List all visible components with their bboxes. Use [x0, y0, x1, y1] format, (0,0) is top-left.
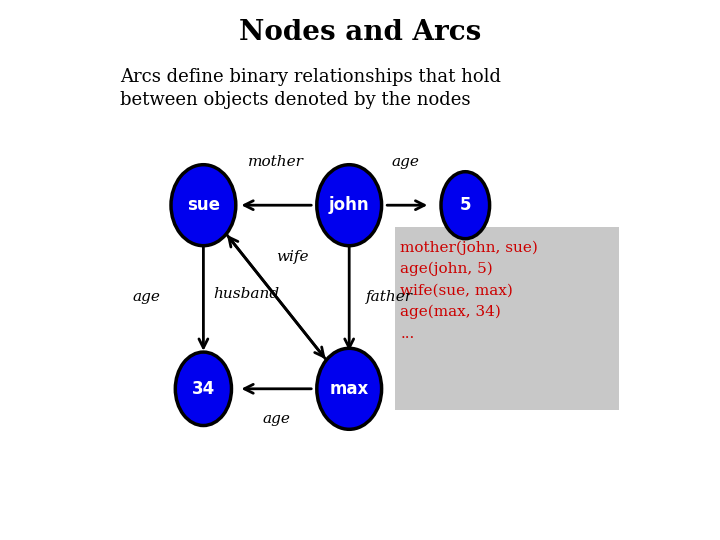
Text: sue: sue	[187, 196, 220, 214]
FancyBboxPatch shape	[395, 227, 619, 410]
Text: age: age	[262, 411, 290, 426]
Ellipse shape	[171, 165, 236, 246]
Ellipse shape	[317, 348, 382, 429]
Text: 5: 5	[459, 196, 471, 214]
Text: age: age	[132, 290, 161, 304]
Text: mother(john, sue)
age(john, 5)
wife(sue, max)
age(max, 34)
...: mother(john, sue) age(john, 5) wife(sue,…	[400, 240, 539, 341]
Text: husband: husband	[214, 287, 279, 301]
Text: wife: wife	[276, 249, 309, 264]
Ellipse shape	[175, 352, 231, 426]
Text: age: age	[392, 155, 420, 169]
Text: mother: mother	[248, 155, 305, 169]
Text: Arcs define binary relationships that hold
between objects denoted by the nodes: Arcs define binary relationships that ho…	[120, 68, 500, 109]
Text: Nodes and Arcs: Nodes and Arcs	[239, 19, 481, 46]
Text: john: john	[329, 196, 369, 214]
Ellipse shape	[441, 172, 490, 239]
Text: father: father	[366, 290, 413, 304]
Ellipse shape	[317, 165, 382, 246]
Text: 34: 34	[192, 380, 215, 398]
Text: max: max	[330, 380, 369, 398]
